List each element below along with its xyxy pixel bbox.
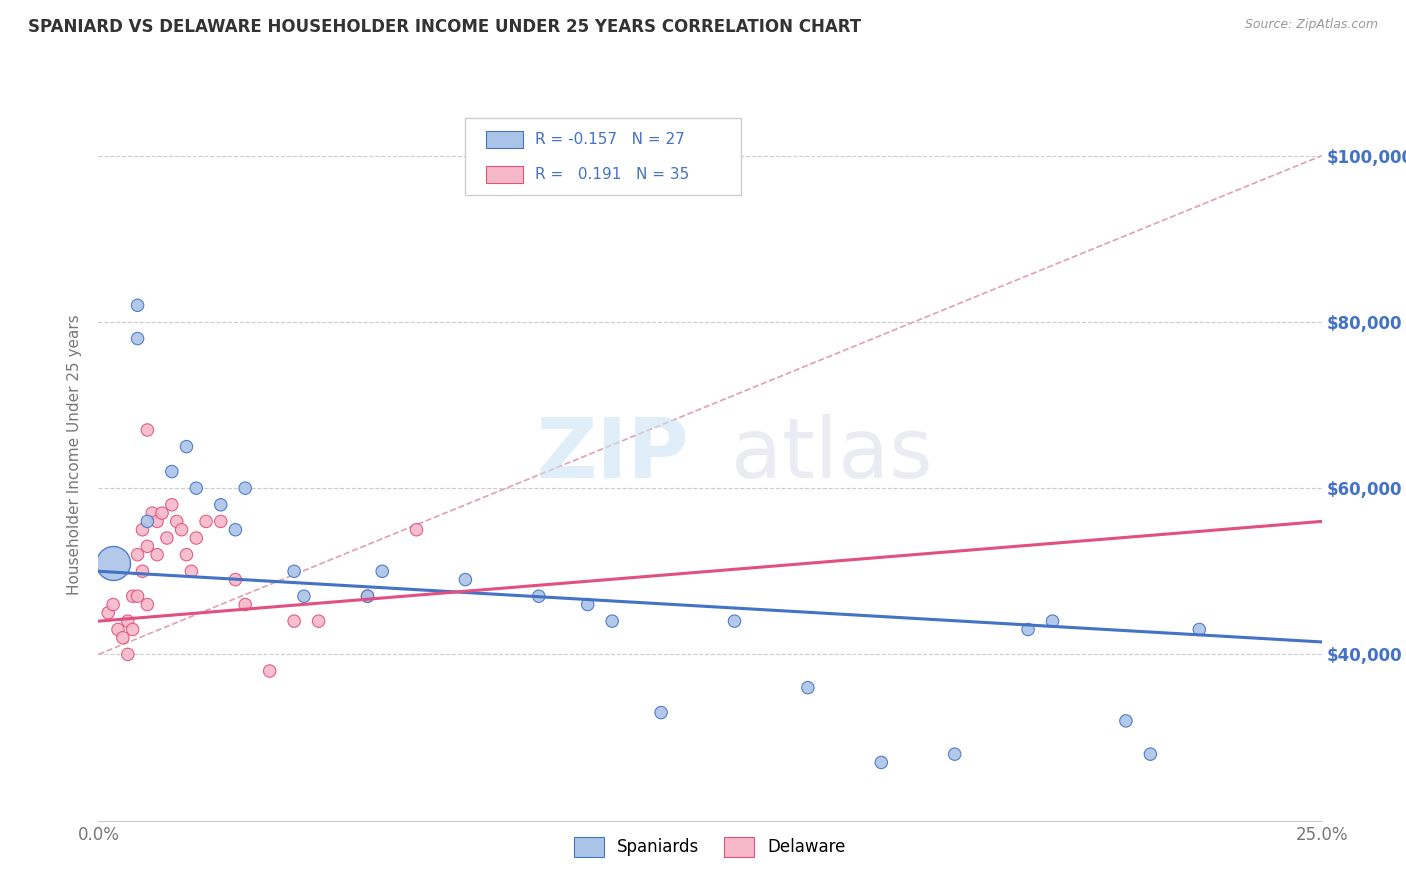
Point: [233, 598, 256, 612]
Text: SPANIARD VS DELAWARE HOUSEHOLDER INCOME UNDER 25 YEARS CORRELATION CHART: SPANIARD VS DELAWARE HOUSEHOLDER INCOME …: [28, 18, 862, 36]
Point: [176, 548, 198, 562]
Point: [170, 523, 193, 537]
Point: [186, 531, 208, 545]
Point: [136, 515, 159, 529]
Point: [650, 706, 672, 720]
Point: [870, 756, 893, 770]
Bar: [486, 131, 523, 148]
Y-axis label: Householder Income Under 25 years: Householder Income Under 25 years: [67, 315, 83, 595]
Point: [150, 506, 173, 520]
Point: [136, 598, 159, 612]
Point: [146, 548, 169, 562]
Point: [1042, 614, 1064, 628]
Point: [186, 481, 208, 495]
Text: Source: ZipAtlas.com: Source: ZipAtlas.com: [1244, 18, 1378, 31]
Point: [117, 614, 139, 628]
Point: [127, 548, 149, 562]
Point: [356, 589, 378, 603]
Text: R = -0.157   N = 27: R = -0.157 N = 27: [536, 132, 685, 147]
Point: [405, 523, 427, 537]
Point: [943, 747, 966, 761]
Point: [1139, 747, 1161, 761]
Point: [308, 614, 330, 628]
Point: [209, 515, 232, 529]
Point: [101, 556, 124, 570]
Text: atlas: atlas: [731, 415, 934, 495]
Bar: [486, 166, 523, 183]
Point: [127, 589, 149, 603]
Point: [723, 614, 745, 628]
Point: [101, 598, 124, 612]
Point: [233, 481, 256, 495]
Point: [121, 623, 143, 637]
Point: [166, 515, 188, 529]
Point: [131, 564, 153, 578]
Point: [160, 498, 183, 512]
Point: [136, 423, 159, 437]
Point: [1115, 714, 1137, 728]
Text: ZIP: ZIP: [536, 415, 689, 495]
Point: [259, 664, 281, 678]
Point: [283, 614, 305, 628]
Point: [454, 573, 477, 587]
Point: [527, 589, 550, 603]
Point: [195, 515, 218, 529]
Point: [111, 631, 134, 645]
Point: [176, 440, 198, 454]
Point: [141, 506, 163, 520]
Point: [180, 564, 202, 578]
Point: [600, 614, 623, 628]
Point: [160, 465, 183, 479]
Point: [146, 515, 169, 529]
FancyBboxPatch shape: [465, 119, 741, 195]
Point: [224, 523, 246, 537]
Point: [136, 539, 159, 553]
Point: [117, 648, 139, 662]
Point: [576, 598, 599, 612]
Point: [1188, 623, 1211, 637]
Point: [797, 681, 820, 695]
Point: [283, 564, 305, 578]
Point: [121, 589, 143, 603]
Point: [356, 589, 378, 603]
Point: [156, 531, 179, 545]
Point: [127, 298, 149, 312]
Point: [1017, 623, 1039, 637]
Point: [209, 498, 232, 512]
Point: [131, 523, 153, 537]
Point: [292, 589, 315, 603]
Point: [107, 623, 129, 637]
Point: [224, 573, 246, 587]
Point: [371, 564, 394, 578]
Legend: Spaniards, Delaware: Spaniards, Delaware: [567, 830, 853, 863]
Point: [127, 332, 149, 346]
Text: R =   0.191   N = 35: R = 0.191 N = 35: [536, 167, 689, 182]
Point: [97, 606, 120, 620]
